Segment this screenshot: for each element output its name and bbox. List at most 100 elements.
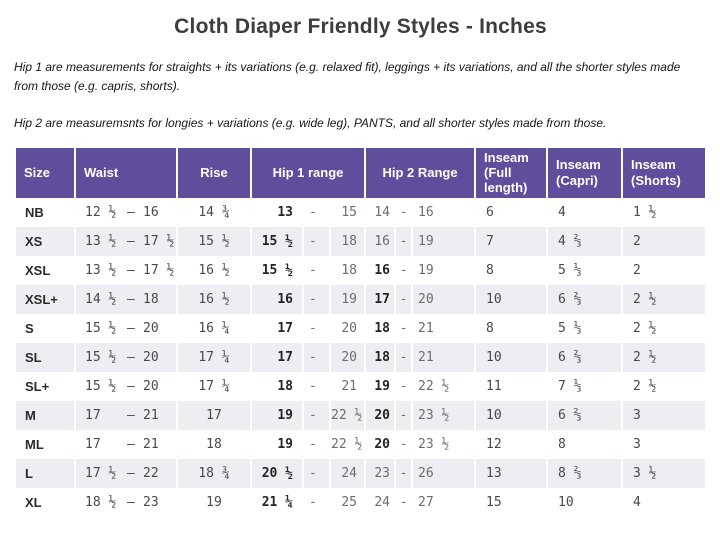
rise-cell: 16 ¼	[198, 320, 230, 336]
waist-max: 18	[143, 291, 159, 307]
hip2-dash-cell: -	[396, 342, 411, 372]
hip1-dash-cell: -	[309, 204, 317, 220]
inseam-capri-cell: 6 ⅔	[548, 400, 622, 430]
waist-max: 21	[143, 407, 159, 423]
inseam-full-cell: 15	[486, 494, 502, 510]
size-cell: SL+	[25, 378, 50, 394]
hip2-max-cell: 27	[418, 494, 434, 510]
inseam-full-cell: 12	[486, 436, 502, 452]
inseam-full-cell: 10	[476, 342, 547, 372]
inseam-shorts-cell: 2 ½	[623, 342, 706, 372]
hip1-max-cell: 18	[341, 262, 357, 278]
col-header-inseam-capri: Inseam (Capri)	[548, 147, 622, 198]
hip1-min-cell: 20 ½	[252, 458, 302, 488]
hip2-max-cell: 21	[418, 320, 434, 336]
rise-cell: 16 ½	[178, 284, 250, 314]
waist-cell: 14 ½ –18	[76, 284, 176, 314]
waist-cell: 15 ½ –20	[76, 342, 176, 372]
size-cell: XL	[25, 494, 42, 510]
hip2-max-cell: 16	[418, 204, 434, 220]
hip2-dash-cell: -	[399, 494, 408, 510]
size-cell: M	[16, 400, 74, 430]
inseam-full-cell: 8	[486, 262, 494, 278]
col-header-hip1: Hip 1 range	[252, 147, 364, 198]
inseam-full-cell: 7	[476, 226, 547, 256]
header-row: Size Waist Rise Hip 1 range Hip 2 Range …	[16, 147, 706, 198]
waist-dash: –	[127, 349, 135, 365]
waist-min: 17 ½	[85, 465, 117, 481]
inseam-capri-cell: 5 ⅓	[558, 262, 582, 278]
size-cell: ML	[25, 436, 44, 452]
hip1-min-cell: 15 ½	[252, 226, 302, 256]
waist-cell: 17 ½ –22	[76, 458, 176, 488]
waist-min: 15 ½	[85, 349, 117, 365]
col-header-size: Size	[16, 147, 74, 198]
hip1-min-cell: 19	[252, 400, 302, 430]
waist-cell: 18 ½ –23	[76, 488, 176, 517]
hip2-min-cell: 14	[374, 204, 390, 220]
waist-cell: 15 ½ –20	[76, 372, 176, 401]
rise-cell: 18	[206, 436, 222, 452]
table-row: XL 18 ½ –23 19 21 ¼ -25 24-27 15 10 4	[16, 488, 705, 517]
waist-max: 21	[143, 436, 159, 452]
waist-min: 18 ½	[85, 494, 117, 510]
inseam-capri-cell: 4	[558, 204, 566, 220]
inseam-capri-cell: 6 ⅔	[548, 342, 622, 372]
size-cell: XS	[16, 226, 74, 256]
hip2-dash-cell: -	[399, 204, 408, 220]
size-cell: SL	[16, 342, 74, 372]
hip2-min-cell: 20	[366, 400, 394, 430]
hip1-dash-cell: -	[309, 378, 317, 394]
hip2-min-cell: 19	[374, 378, 390, 394]
size-cell: XSL	[25, 262, 51, 278]
inseam-capri-cell: 10	[558, 494, 574, 510]
waist-cell: 17 –21	[76, 430, 176, 459]
hip1-dash-cell: -	[309, 320, 317, 336]
hip2-dash-cell: -	[399, 378, 408, 394]
rise-cell: 17	[178, 400, 250, 430]
waist-max: 17 ½	[143, 262, 175, 278]
col-header-rise: Rise	[178, 147, 250, 198]
rise-cell: 18 ¾	[178, 458, 250, 488]
hip1-dash-cell: -	[304, 458, 329, 488]
size-cell: NB	[25, 204, 44, 220]
col-header-waist: Waist	[76, 147, 176, 198]
inseam-shorts-cell: 4	[633, 494, 641, 510]
table-header: Size Waist Rise Hip 1 range Hip 2 Range …	[16, 147, 706, 198]
hip1-max-cell: 25	[341, 494, 357, 510]
table-row: ML 17–21 18 19-22 ½ 20-23 ½ 12 8 3	[16, 430, 705, 459]
hip2-min-cell: 16	[374, 262, 390, 278]
hip1-note: Hip 1 are measurements for straights + i…	[14, 60, 681, 93]
hip1-max-cell: 15	[341, 204, 357, 220]
col-header-hip2: Hip 2 Range	[366, 147, 475, 198]
inseam-shorts-cell: 1 ½	[633, 204, 657, 220]
waist-dash: –	[127, 378, 135, 394]
waist-dash: –	[127, 204, 135, 220]
waist-max: 20	[143, 349, 159, 365]
hip2-max-cell: 26	[413, 458, 475, 488]
hip2-max-cell: 21	[413, 342, 475, 372]
inseam-capri-cell: 5 ⅓	[558, 320, 582, 336]
waist-dash: –	[127, 407, 135, 423]
inseam-full-cell: 11	[486, 378, 502, 394]
size-cell: L	[16, 458, 74, 488]
hip2-max-cell: 20	[413, 284, 475, 314]
inseam-capri-cell: 7 ⅓	[558, 378, 582, 394]
hip2-min-cell: 18	[366, 342, 394, 372]
rise-cell: 16 ½	[198, 262, 230, 278]
hip1-min-cell: 15 ½	[261, 262, 293, 278]
rise-cell: 19	[206, 494, 222, 510]
page-title: Cloth Diaper Friendly Styles - Inches	[174, 15, 547, 38]
hip1-max-cell: 20	[341, 320, 357, 336]
waist-cell: 13 ½ –17 ½	[76, 226, 176, 256]
hip1-max-cell: 22 ½	[331, 436, 363, 452]
rise-cell: 17 ¼	[198, 378, 230, 394]
waist-max: 23	[143, 494, 159, 510]
inseam-shorts-cell: 3 ½	[623, 458, 706, 488]
hip2-min-cell: 20	[374, 436, 390, 452]
hip2-dash-cell: -	[399, 436, 408, 452]
hip1-max-cell: 21	[341, 378, 357, 394]
